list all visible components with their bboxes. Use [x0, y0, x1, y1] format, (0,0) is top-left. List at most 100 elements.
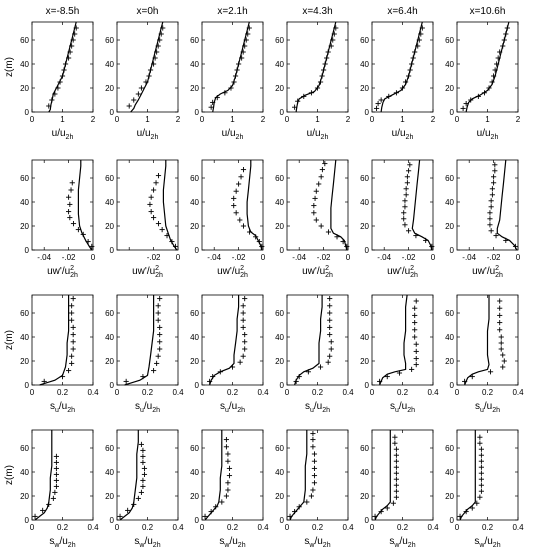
- y-tick-label: 60: [20, 174, 29, 183]
- observed-point: [497, 298, 503, 304]
- observed-point: [481, 90, 488, 96]
- observed-point: [208, 509, 214, 515]
- observed-point: [140, 447, 146, 453]
- observed-point: [172, 243, 179, 249]
- observed-point: [475, 93, 481, 99]
- observed-point: [46, 103, 52, 109]
- x-tick-label: 0.4: [87, 523, 99, 532]
- x-axis-label: sw/u2h: [219, 536, 245, 549]
- observed-point: [68, 187, 74, 193]
- x-tick-label: 0: [285, 523, 290, 532]
- observed-point: [69, 43, 75, 49]
- observed-point: [393, 452, 399, 458]
- observed-point: [155, 43, 161, 49]
- x-tick-label: -.02: [402, 253, 416, 262]
- observed-point: [157, 332, 163, 338]
- model-line: [380, 21, 423, 113]
- y-tick-label: 40: [275, 198, 284, 207]
- observed-point: [500, 352, 506, 358]
- observed-point: [321, 67, 327, 73]
- observed-point: [66, 194, 72, 200]
- x-label-part: /u: [399, 401, 407, 412]
- x-axis-label: u/u2h: [477, 128, 499, 141]
- model-line: [459, 430, 476, 521]
- x-label-sub: w: [53, 542, 60, 549]
- observed-point: [390, 500, 396, 506]
- observed-point: [311, 458, 318, 464]
- x-axis-label: sw/u2h: [49, 536, 75, 549]
- y-tick-label: 40: [275, 468, 284, 477]
- observed-point: [214, 95, 220, 101]
- panel: 0 20 40 60 0 0.2 0.4 sw/u2h: [20, 429, 99, 549]
- y-tick-label: 0: [365, 246, 370, 255]
- plot-frame: [456, 159, 519, 251]
- panel: 0 20 40 60 0 1 2 u/u2h: [275, 21, 351, 141]
- observed-point: [469, 505, 475, 511]
- column-title: x=10.6h: [470, 6, 506, 17]
- observed-point: [495, 55, 501, 61]
- observed-point: [59, 73, 66, 79]
- panel: 0 20 40 60 0 1 2 u/u2h: [190, 21, 266, 141]
- observed-point: [240, 223, 247, 229]
- observed-point: [393, 446, 399, 452]
- x-label-part: /u: [229, 536, 237, 547]
- y-tick-label: 20: [20, 492, 29, 501]
- observed-point: [157, 296, 163, 302]
- plot-frame: [286, 294, 349, 386]
- observed-point: [328, 43, 334, 49]
- observed-point: [327, 310, 333, 316]
- observed-point: [488, 204, 494, 210]
- model-line: [48, 21, 77, 113]
- x-label-part: /u: [59, 401, 67, 412]
- y-tick-label: 40: [105, 198, 114, 207]
- x-label-sub: w: [393, 542, 400, 549]
- observed-point: [393, 464, 399, 470]
- x-label-sub: 2h: [66, 134, 74, 141]
- observed-point: [135, 91, 141, 97]
- y-tick-label: 60: [20, 36, 29, 45]
- observed-point: [69, 303, 75, 309]
- observed-point: [377, 378, 383, 384]
- y-tick-label: 40: [190, 198, 199, 207]
- observed-point: [396, 370, 403, 376]
- observed-point: [240, 167, 247, 173]
- observed-point: [503, 237, 509, 243]
- x-axis-label: sw/u2h: [389, 536, 415, 549]
- observed-point: [404, 174, 410, 180]
- observed-point: [344, 243, 350, 249]
- observed-point: [487, 369, 494, 375]
- x-tick-label: 2: [91, 115, 96, 124]
- x-label-sub: 2h: [236, 134, 244, 141]
- observed-point: [151, 61, 157, 67]
- column-title: x=-8.5h: [46, 6, 80, 17]
- x-label-part: s: [220, 401, 225, 412]
- observed-point: [406, 228, 412, 234]
- x-tick-label: 0: [200, 115, 205, 124]
- observed-point: [52, 489, 58, 495]
- observed-point: [415, 43, 421, 49]
- x-label-sub: 2h: [240, 272, 248, 279]
- y-tick-label: 20: [275, 492, 284, 501]
- observed-point: [67, 215, 73, 221]
- panel: 0 20 40 60 0 0.2 0.4 su/u2h: [360, 294, 439, 414]
- x-tick-label: 0: [285, 388, 290, 397]
- observed-point: [317, 79, 324, 85]
- x-tick-label: 0.4: [427, 388, 439, 397]
- plot-frame: [116, 429, 179, 521]
- observed-point: [69, 310, 75, 316]
- x-axis-label: su/u2h: [390, 401, 415, 414]
- panel: 0 20 40 60 0 0.2 0.4 sw/u2h: [105, 429, 184, 549]
- x-tick-label: 0: [30, 388, 35, 397]
- panel: 0 20 40 60 0 1 2 u/u2h: [20, 21, 96, 141]
- observed-point: [325, 359, 331, 365]
- x-label-part: /u: [399, 536, 407, 547]
- x-axis-label: u/u2h: [52, 128, 74, 141]
- observed-point: [240, 303, 246, 309]
- y-tick-label: 60: [190, 36, 199, 45]
- x-tick-label: 0.2: [227, 388, 239, 397]
- observed-point: [493, 233, 499, 239]
- observed-point: [327, 296, 333, 302]
- x-axis-label: sw/u2h: [134, 536, 160, 549]
- observed-point: [246, 229, 253, 235]
